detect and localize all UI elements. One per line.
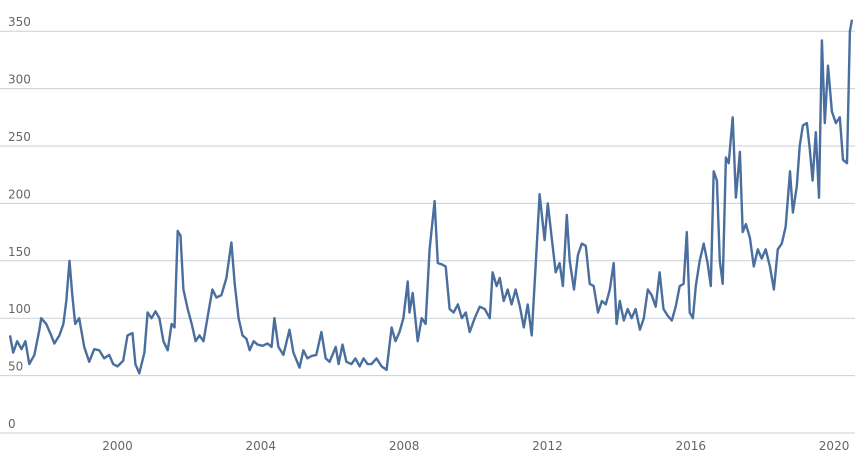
y-tick-label: 300 [8, 73, 31, 87]
x-tick-label: 2016 [675, 439, 706, 453]
x-tick-label: 2008 [389, 439, 420, 453]
y-tick-label: 0 [8, 417, 16, 431]
y-tick-label: 50 [8, 360, 23, 374]
x-tick-label: 2000 [102, 439, 133, 453]
y-tick-label: 100 [8, 302, 31, 316]
data-line [8, 19, 854, 375]
y-tick-label: 200 [8, 187, 31, 201]
x-tick-label: 2004 [246, 439, 277, 453]
y-tick-label: 250 [8, 130, 31, 144]
x-tick-label: 2020 [819, 439, 850, 453]
x-tick-label: 2012 [532, 439, 563, 453]
y-tick-label: 350 [8, 15, 31, 29]
y-tick-label: 150 [8, 245, 31, 259]
